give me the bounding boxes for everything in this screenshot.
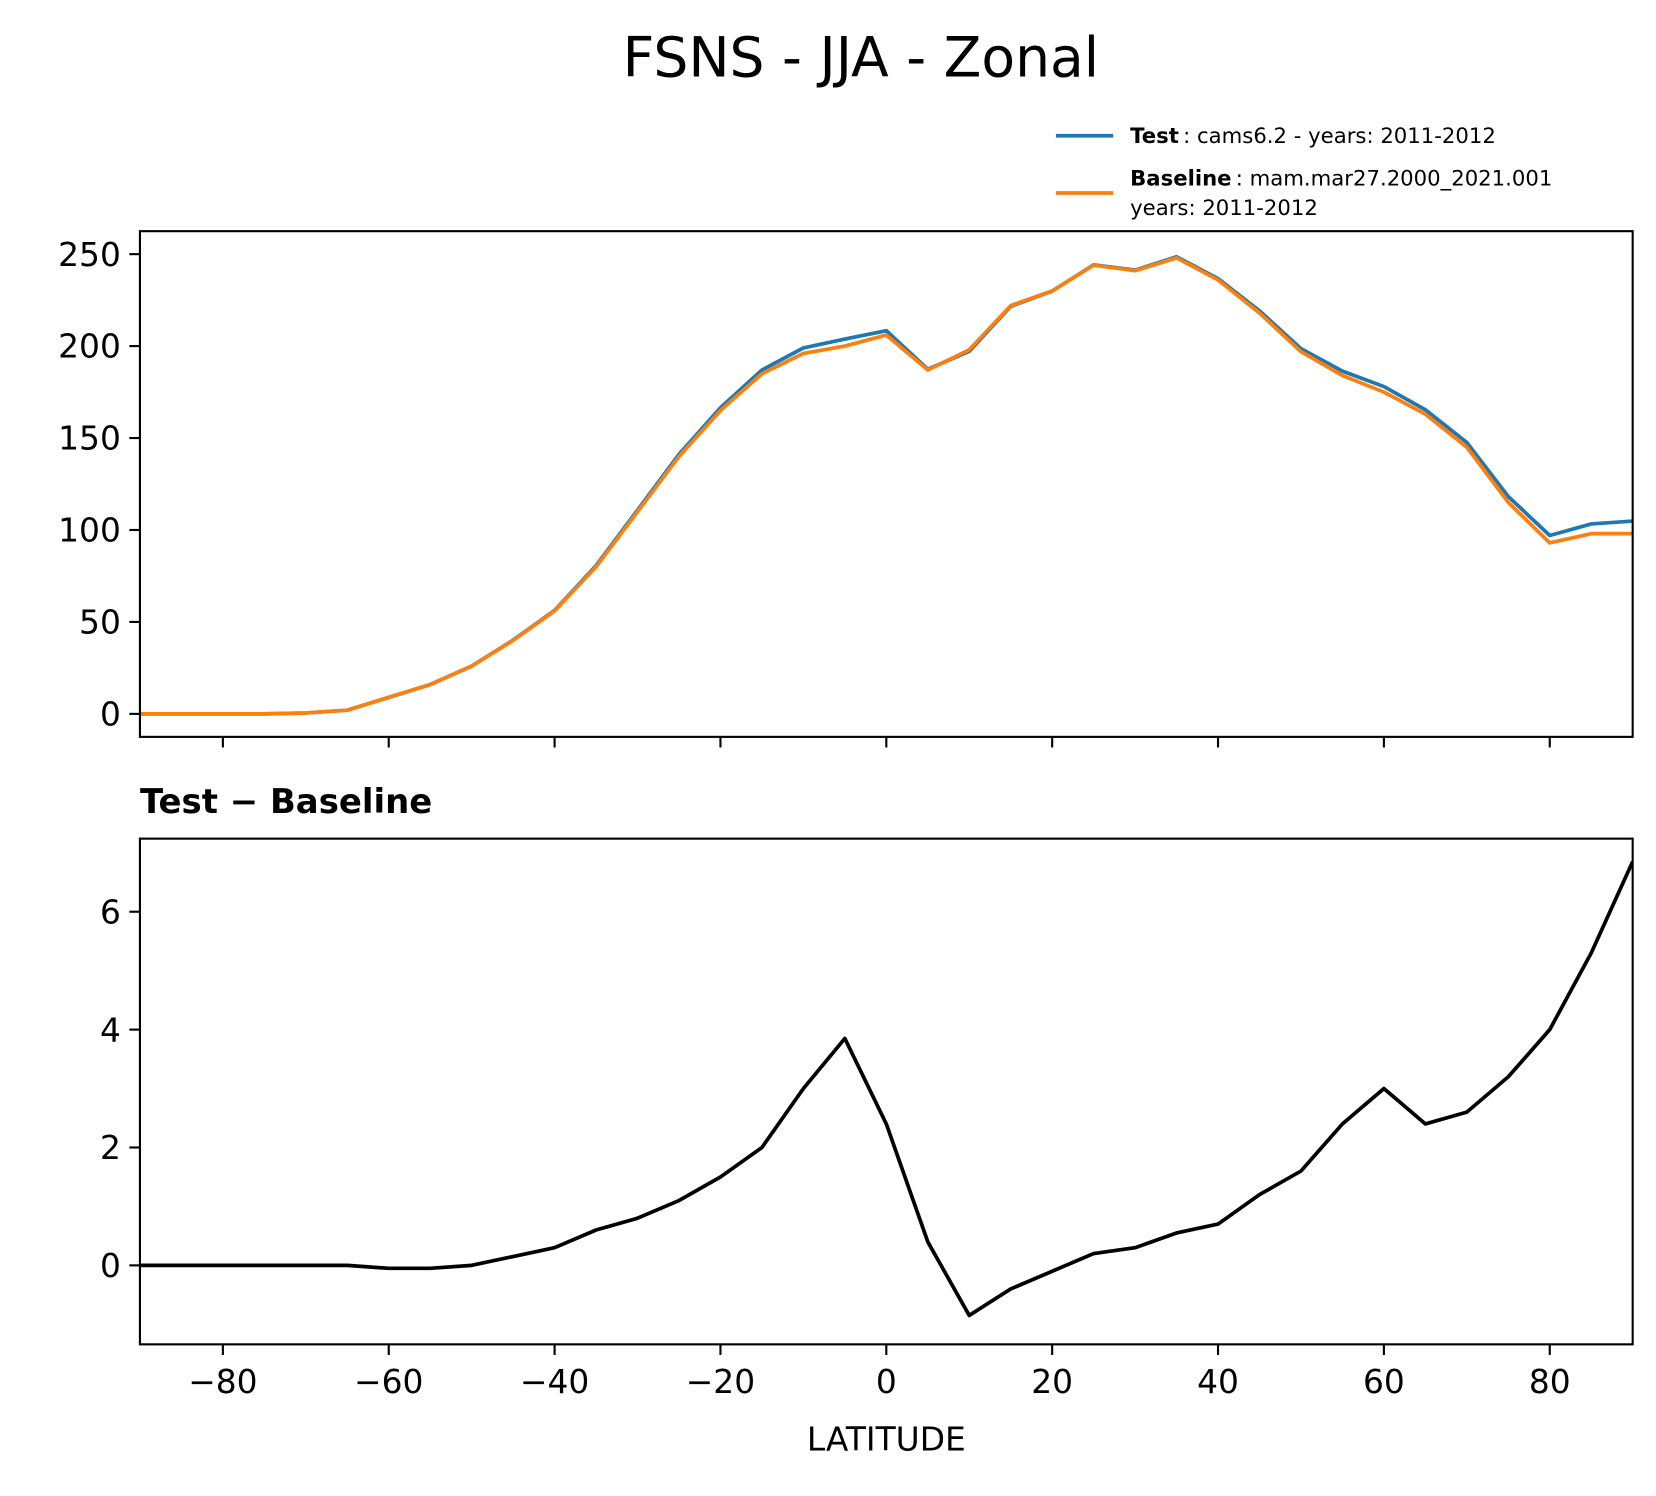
y-tick-label: 4 [100, 1010, 121, 1049]
x-tick-label: 0 [876, 1362, 897, 1401]
x-tick-label: 80 [1529, 1362, 1571, 1401]
axes-frame [138, 837, 1634, 1346]
x-tick-label: −60 [354, 1362, 423, 1401]
legend-text: : cams6.2 - years: 2011-2012 [1183, 123, 1496, 148]
legend-name: Baseline [1130, 166, 1231, 191]
legend-name: Test [1130, 123, 1179, 148]
y-tick-label: 250 [58, 235, 121, 274]
series-line [139, 255, 1633, 716]
y-tick-label: 100 [58, 511, 121, 550]
series-line [139, 254, 1633, 716]
x-tick-label: 20 [1031, 1362, 1073, 1401]
legend-text: years: 2011-2012 [1130, 195, 1318, 220]
x-tick-label: −20 [686, 1362, 755, 1401]
y-tick-label: 150 [58, 419, 121, 458]
y-tick-label: 0 [100, 695, 121, 734]
y-tick-label: 6 [100, 892, 121, 931]
legend-label: Baseline: mam.mar27.2000_2021.001 [1130, 166, 1552, 191]
y-tick-label: 50 [79, 603, 121, 642]
y-tick-label: 0 [100, 1246, 121, 1285]
x-axis-label: LATITUDE [807, 1419, 966, 1458]
legend-text: : mam.mar27.2000_2021.001 [1236, 166, 1553, 191]
figure-title: FSNS - JJA - Zonal [623, 25, 1099, 89]
series-line [139, 860, 1633, 1318]
y-tick-label: 2 [100, 1128, 121, 1167]
x-tick-label: −80 [188, 1362, 257, 1401]
axes-title: Test − Baseline [140, 782, 432, 821]
axes-frame [138, 230, 1634, 738]
legend-label: Test: cams6.2 - years: 2011-2012 [1130, 123, 1496, 148]
x-tick-label: 40 [1197, 1362, 1239, 1401]
x-tick-label: −40 [520, 1362, 589, 1401]
y-tick-label: 200 [58, 327, 121, 366]
x-tick-label: 60 [1363, 1362, 1405, 1401]
